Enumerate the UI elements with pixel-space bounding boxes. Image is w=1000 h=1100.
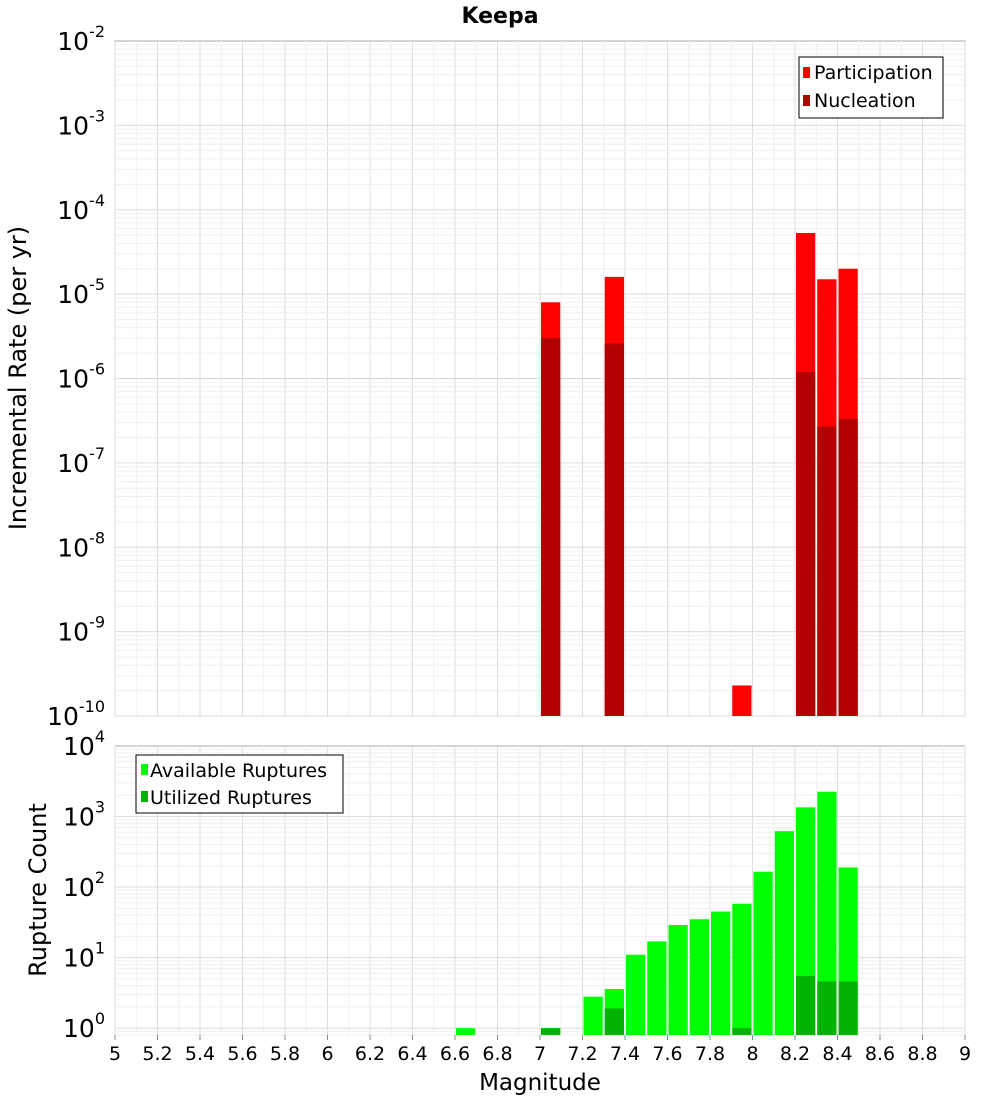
- x-tick-label: 8.8: [907, 1043, 937, 1065]
- available-swatch: [141, 764, 148, 775]
- rate-y-tick-label: 10-9: [57, 613, 105, 647]
- count-bar-utilized-ruptures: [796, 975, 816, 1035]
- rate-y-tick-label: 10-10: [47, 697, 105, 731]
- count-y-axis-label: Rupture Count: [24, 803, 52, 977]
- rate-y-ticks: 10-2 10-3 10-4 10-5 10-6 10-7 10-8 10-9 10-10: [47, 22, 105, 731]
- rate-y-axis-label: Incremental Rate (per yr): [4, 226, 32, 530]
- rate-bars: [541, 233, 858, 716]
- x-tick-label: 7.2: [567, 1043, 597, 1065]
- legend-utilized-label: Utilized Ruptures: [150, 787, 312, 809]
- rate-y-tick-label: 10-8: [57, 528, 105, 562]
- count-panel: 104 103 102 101 100 Rupture Count Available …: [24, 727, 966, 1043]
- count-y-ticks: 104 103 102 101 100: [63, 727, 105, 1043]
- count-bar-available-ruptures: [583, 996, 603, 1035]
- participation-swatch: [803, 67, 810, 78]
- rate-bar-nucleation: [817, 426, 837, 716]
- utilized-swatch: [141, 791, 148, 802]
- count-bars: [456, 791, 858, 1035]
- x-tick-label: 8.2: [780, 1043, 810, 1065]
- rate-y-tick-label: 10-5: [57, 275, 105, 309]
- x-axis: 5 5.2 5.4 5.6 5.8 6 6.2 6.4 6.6 6.8 7 7.2 7.4 7.6 7.8 8…: [109, 1035, 971, 1065]
- count-bar-available-ruptures: [689, 919, 709, 1035]
- x-tick-label: 7.8: [695, 1043, 725, 1065]
- count-bar-available-ruptures: [647, 941, 667, 1035]
- count-bar-utilized-ruptures: [541, 1028, 561, 1035]
- count-legend: Available Ruptures Utilized Ruptures: [135, 754, 344, 814]
- x-tick-label: 5.4: [185, 1043, 215, 1065]
- x-tick-label: 6.2: [355, 1043, 385, 1065]
- count-y-tick-label: 104: [63, 727, 105, 761]
- rate-bar-nucleation: [838, 419, 858, 716]
- rate-y-tick-label: 10-2: [57, 22, 105, 56]
- count-bar-utilized-ruptures: [604, 1008, 624, 1035]
- rate-y-tick-label: 10-7: [57, 444, 105, 478]
- x-tick-label: 5: [109, 1043, 121, 1065]
- x-tick-label: 8: [746, 1043, 758, 1065]
- count-legend-box: [135, 754, 344, 814]
- x-tick-label: 7.6: [652, 1043, 682, 1065]
- x-tick-label: 7: [534, 1043, 546, 1065]
- x-tick-label: 5.2: [142, 1043, 172, 1065]
- legend-participation-label: Participation: [814, 62, 933, 84]
- x-tick-label: 8.4: [822, 1043, 852, 1065]
- x-tick-label: 6.6: [440, 1043, 470, 1065]
- nucleation-swatch: [803, 95, 810, 106]
- rate-legend-box: [798, 56, 944, 119]
- x-tick-label: 5.8: [270, 1043, 300, 1065]
- legend-nucleation-label: Nucleation: [814, 90, 916, 112]
- rate-legend: Participation Nucleation: [798, 56, 944, 119]
- rate-y-tick-label: 10-4: [57, 191, 105, 225]
- count-y-tick-label: 103: [63, 798, 105, 832]
- count-bar-available-ruptures: [753, 871, 773, 1035]
- x-axis-label: Magnitude: [479, 1070, 601, 1096]
- x-tick-label: 6.8: [482, 1043, 512, 1065]
- rate-panel: 10-2 10-3 10-4 10-5 10-6 10-7 10-8 10-9 10-10 In…: [4, 22, 966, 731]
- rate-bar-participation: [732, 685, 752, 716]
- rate-bar-nucleation: [796, 371, 816, 716]
- count-bar-available-ruptures: [626, 954, 646, 1035]
- count-bar-available-ruptures: [668, 925, 688, 1035]
- legend-available-label: Available Ruptures: [150, 760, 327, 782]
- count-y-tick-label: 101: [63, 939, 105, 973]
- rate-y-tick-label: 10-6: [57, 360, 105, 394]
- rate-bar-nucleation: [604, 343, 624, 716]
- count-bar-available-ruptures: [774, 831, 794, 1035]
- x-tick-label: 6.4: [397, 1043, 427, 1065]
- x-tick-label: 6: [321, 1043, 333, 1065]
- count-bar-utilized-ruptures: [732, 1028, 752, 1035]
- count-bar-available-ruptures: [817, 791, 837, 1035]
- chart-title: Keepa: [461, 4, 538, 29]
- x-tick-label: 5.6: [227, 1043, 257, 1065]
- rate-y-tick-label: 10-3: [57, 106, 105, 140]
- count-bar-available-ruptures: [732, 903, 752, 1035]
- rate-bar-nucleation: [541, 338, 561, 716]
- count-y-tick-label: 100: [63, 1009, 105, 1043]
- count-bar-utilized-ruptures: [838, 981, 858, 1035]
- count-bar-utilized-ruptures: [817, 981, 837, 1035]
- rate-gridlines: [114, 41, 966, 717]
- count-y-tick-label: 102: [63, 868, 105, 902]
- x-tick-label: 9: [959, 1043, 971, 1065]
- x-tick-label: 8.6: [865, 1043, 895, 1065]
- count-bar-available-ruptures: [711, 911, 731, 1035]
- x-tick-label: 7.4: [610, 1043, 640, 1065]
- count-bar-available-ruptures: [456, 1028, 476, 1035]
